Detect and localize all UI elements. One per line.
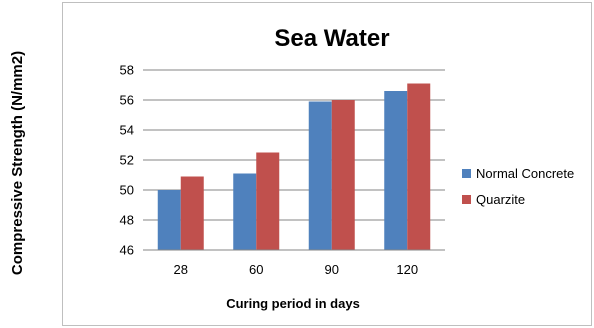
bar-quarzite-60 xyxy=(256,152,280,250)
x-tick-label: 120 xyxy=(396,262,418,277)
y-tick-label: 48 xyxy=(120,213,134,228)
x-tick-label: 90 xyxy=(325,262,339,277)
y-tick-label: 58 xyxy=(120,63,134,78)
bar-quarzite-28 xyxy=(180,176,204,250)
y-tick-label: 46 xyxy=(120,243,134,258)
bar-normal-concrete-60 xyxy=(233,173,257,250)
bars xyxy=(157,83,431,250)
bar-normal-concrete-28 xyxy=(157,190,181,250)
legend-swatch xyxy=(462,195,471,204)
legend-label: Normal Concrete xyxy=(476,166,574,181)
y-tick-label: 54 xyxy=(120,123,134,138)
x-tick-labels: 28 60 90 120 xyxy=(174,262,419,277)
x-tick-label: 60 xyxy=(249,262,263,277)
y-tick-label: 52 xyxy=(120,153,134,168)
y-tick-label: 50 xyxy=(120,183,134,198)
legend-swatch xyxy=(462,169,471,178)
y-axis-title: Compressive Strength (N/mm2) xyxy=(9,51,26,275)
bar-quarzite-90 xyxy=(331,100,355,250)
bar-normal-concrete-120 xyxy=(384,91,408,250)
legend: Normal Concrete Quarzite xyxy=(462,166,574,207)
chart-title: Sea Water xyxy=(274,25,389,52)
legend-label: Quarzite xyxy=(476,192,525,207)
y-tick-labels: 46 48 50 52 54 56 58 xyxy=(120,63,134,258)
x-tick-label: 28 xyxy=(174,262,188,277)
y-tick-label: 56 xyxy=(120,93,134,108)
bar-quarzite-120 xyxy=(407,83,431,250)
x-axis-title: Curing period in days xyxy=(226,296,360,311)
bar-normal-concrete-90 xyxy=(308,101,332,250)
